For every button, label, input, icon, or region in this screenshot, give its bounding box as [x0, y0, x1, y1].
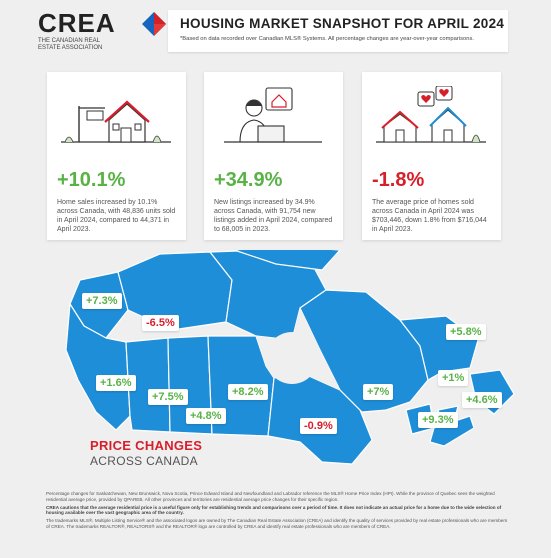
- region-label-newfoundland: +4.6%: [462, 392, 502, 408]
- map-alberta: [125, 337, 171, 433]
- region-label-quebec: +7%: [363, 384, 394, 400]
- crea-logo-mark-icon: [142, 12, 166, 36]
- map-bc: [65, 303, 131, 431]
- header-title-box: HOUSING MARKET SNAPSHOT FOR APRIL 2024 *…: [168, 10, 508, 52]
- header-note: *Based on data recorded over Canadian ML…: [180, 36, 474, 42]
- map-nova-scotia: [429, 415, 475, 447]
- sales-stat: +10.1%: [57, 169, 126, 191]
- house-sign-icon: [61, 100, 171, 143]
- canada-map: +7.3% -6.5% +1.6% +7.5% +4.8% +8.2% -0.9…: [0, 245, 551, 485]
- sales-description: Home sales increased by 10.1% across Can…: [57, 199, 176, 233]
- canada-map-shape: [65, 245, 515, 465]
- region-label-bc: +1.6%: [96, 375, 136, 391]
- logo-name: CREA: [38, 8, 116, 38]
- stat-card-listings: +34.9% New listings increased by 34.9% a…: [204, 72, 343, 240]
- houses-hearts-icon: [376, 86, 486, 143]
- listings-description: New listings increased by 34.9% across C…: [214, 199, 333, 233]
- price-description: The average price of homes sold across C…: [372, 199, 487, 233]
- footer-note-trademarks: The trademarks MLS®, Multiple Listing Se…: [46, 518, 508, 529]
- region-label-manitoba: +8.2%: [228, 384, 268, 400]
- map-title: PRICE CHANGES: [90, 438, 203, 453]
- logo-subtitle: THE CANADIAN REAL ESTATE ASSOCIATION: [38, 38, 103, 51]
- footer-note-caution: CREA cautions that the average residenti…: [46, 504, 502, 516]
- region-label-alberta: +7.5%: [148, 389, 188, 405]
- person-computer-icon: [224, 87, 322, 143]
- crea-logo: CREA THE CANADIAN REAL ESTATE ASSOCIATIO…: [38, 8, 166, 52]
- price-stat: -1.8%: [372, 169, 425, 191]
- listings-stat: +34.9%: [214, 169, 283, 191]
- region-label-yukon: +7.3%: [82, 293, 122, 309]
- region-label-pei: +1%: [438, 370, 469, 386]
- region-label-saskatchewan: +4.8%: [186, 408, 226, 424]
- region-label-ontario: -0.9%: [300, 418, 337, 434]
- footer-note-hpi: Percentage changes for Saskatchewan, New…: [46, 491, 495, 502]
- stat-card-price: -1.8% The average price of homes sold ac…: [362, 72, 501, 240]
- page-title: HOUSING MARKET SNAPSHOT FOR APRIL 2024: [180, 16, 505, 31]
- region-label-nova-scotia: +9.3%: [418, 412, 458, 428]
- stat-card-sales: +10.1% Home sales increased by 10.1% acr…: [47, 72, 186, 240]
- map-subtitle: ACROSS CANADA: [90, 454, 198, 468]
- region-label-nwt: -6.5%: [142, 315, 179, 331]
- footer-notes: Percentage changes for Saskatchewan, New…: [46, 491, 508, 532]
- region-label-labrador: +5.8%: [446, 324, 486, 340]
